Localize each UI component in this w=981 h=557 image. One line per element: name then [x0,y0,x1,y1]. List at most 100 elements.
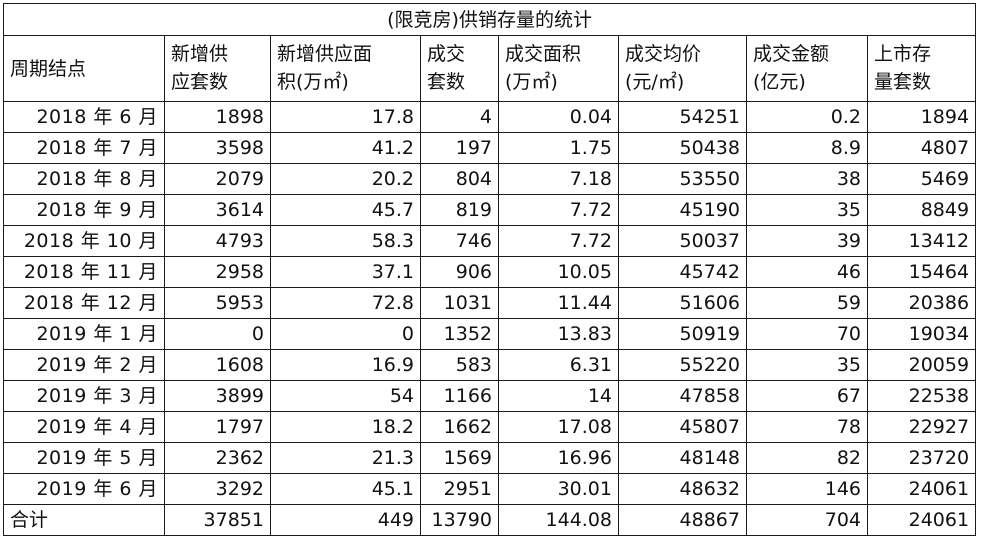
header-avg-price-line1: 成交均价 [625,43,702,65]
cell-stock-units: 1894 [866,101,977,133]
cell-deal-amount: 70 [746,318,868,350]
cell-new-units: 3598 [164,132,271,164]
total-deal-amount: 704 [746,504,868,536]
header-deal-area-line2: (万㎡) [505,71,558,93]
cell-deal-amount: 0.2 [746,101,868,133]
table-row: 2018 年 10 月 4793 58.3 746 7.72 50037 39 13412 [3,225,977,257]
cell-new-units: 2958 [164,256,271,288]
table-row: 2019 年 2 月 1608 16.9 583 6.31 55220 35 20059 [3,349,977,381]
table-row: 2018 年 12 月 5953 72.8 1031 11.44 51606 59 20386 [3,287,977,319]
table-row: 2018 年 7 月 3598 41.2 197 1.75 50438 8.9 4807 [3,132,977,164]
cell-period: 2019 年 1 月 [3,318,165,350]
cell-deal-amount: 82 [746,442,868,474]
cell-new-area: 45.7 [270,194,421,226]
table-row: 2018 年 11 月 2958 37.1 906 10.05 45742 46 15464 [3,256,977,288]
cell-period: 2018 年 6 月 [3,101,165,133]
cell-deal-units: 1166 [420,380,499,412]
cell-deal-units: 1569 [420,442,499,474]
cell-new-area: 20.2 [270,163,421,195]
cell-deal-amount: 35 [746,349,868,381]
cell-stock-units: 8849 [866,194,977,226]
cell-period: 2019 年 6 月 [3,473,165,505]
table-row: 2018 年 8 月 2079 20.2 804 7.18 53550 38 5469 [3,163,977,195]
header-deal-units: 成交 套数 [420,35,499,102]
cell-new-area: 54 [270,380,421,412]
cell-deal-area: 0.04 [498,101,619,133]
title-row: (限竞房)供销存量的统计 [2,3,977,36]
table-row: 2019 年 3 月 3899 54 1166 14 47858 67 22538 [3,380,977,412]
cell-stock-units: 19034 [866,318,977,350]
cell-deal-area: 7.72 [498,194,619,226]
cell-stock-units: 13412 [866,225,977,257]
cell-new-units: 5953 [164,287,271,319]
cell-period: 2018 年 7 月 [3,132,165,164]
header-avg-price-line2: (元/㎡) [625,71,685,93]
cell-deal-area: 6.31 [498,349,619,381]
cell-new-area: 58.3 [270,225,421,257]
cell-deal-amount: 59 [746,287,868,319]
cell-period: 2019 年 2 月 [3,349,165,381]
table-row: 2019 年 6 月 3292 45.1 2951 30.01 48632 146 24061 [3,473,977,505]
total-deal-area: 144.08 [498,504,619,536]
total-deal-units: 13790 [420,504,499,536]
header-period: 周期结点 [3,35,165,102]
cell-deal-amount: 146 [746,473,868,505]
cell-deal-area: 7.72 [498,225,619,257]
cell-deal-amount: 35 [746,194,868,226]
total-avg-price: 48867 [618,504,747,536]
table-title: (限竞房)供销存量的统计 [2,3,977,36]
header-new-area-line2: 积(万㎡) [277,71,349,93]
cell-deal-area: 7.18 [498,163,619,195]
cell-deal-units: 906 [420,256,499,288]
cell-deal-units: 804 [420,163,499,195]
cell-deal-units: 819 [420,194,499,226]
cell-period: 2018 年 9 月 [3,194,165,226]
cell-deal-area: 14 [498,380,619,412]
header-new-units: 新增供 应套数 [164,35,271,102]
header-deal-amount-line2: (亿元) [753,71,806,93]
cell-stock-units: 24061 [866,473,977,505]
cell-new-area: 45.1 [270,473,421,505]
cell-deal-area: 10.05 [498,256,619,288]
table-body: (限竞房)供销存量的统计 周期结点 新增供 应套数 新增供应面 积(万㎡) 成交… [2,3,977,536]
cell-avg-price: 50438 [618,132,747,164]
cell-deal-amount: 78 [746,411,868,443]
total-new-area: 449 [270,504,421,536]
cell-new-units: 1797 [164,411,271,443]
cell-new-area: 37.1 [270,256,421,288]
cell-period: 2019 年 5 月 [3,442,165,474]
total-stock-units: 24061 [866,504,977,536]
cell-new-units: 0 [164,318,271,350]
cell-avg-price: 47858 [618,380,747,412]
header-deal-amount-line1: 成交金额 [753,43,830,65]
cell-deal-area: 13.83 [498,318,619,350]
header-stock-units-line2: 量套数 [874,71,932,93]
header-deal-units-line2: 套数 [427,71,466,93]
header-deal-amount: 成交金额 (亿元) [746,35,868,102]
cell-new-area: 21.3 [270,442,421,474]
cell-new-area: 72.8 [270,287,421,319]
total-period: 合计 [3,504,165,536]
table-row: 2019 年 5 月 2362 21.3 1569 16.96 48148 82 23720 [3,442,977,474]
cell-new-area: 41.2 [270,132,421,164]
header-deal-units-line1: 成交 [427,43,466,65]
cell-deal-amount: 39 [746,225,868,257]
cell-deal-area: 17.08 [498,411,619,443]
header-new-area: 新增供应面 积(万㎡) [270,35,421,102]
cell-stock-units: 23720 [866,442,977,474]
table-row: 2019 年 1 月 0 0 1352 13.83 50919 70 19034 [3,318,977,350]
cell-deal-area: 30.01 [498,473,619,505]
cell-new-area: 0 [270,318,421,350]
cell-avg-price: 53550 [618,163,747,195]
header-deal-area: 成交面积 (万㎡) [498,35,619,102]
cell-deal-amount: 8.9 [746,132,868,164]
header-stock-units: 上市存 量套数 [866,35,977,102]
cell-period: 2018 年 12 月 [3,287,165,319]
cell-deal-units: 1352 [420,318,499,350]
header-new-units-line2: 应套数 [171,71,229,93]
cell-avg-price: 50919 [618,318,747,350]
cell-deal-units: 583 [420,349,499,381]
cell-new-units: 3899 [164,380,271,412]
table-row: 2018 年 6 月 1898 17.8 4 0.04 54251 0.2 1894 [3,101,977,133]
cell-deal-units: 1031 [420,287,499,319]
